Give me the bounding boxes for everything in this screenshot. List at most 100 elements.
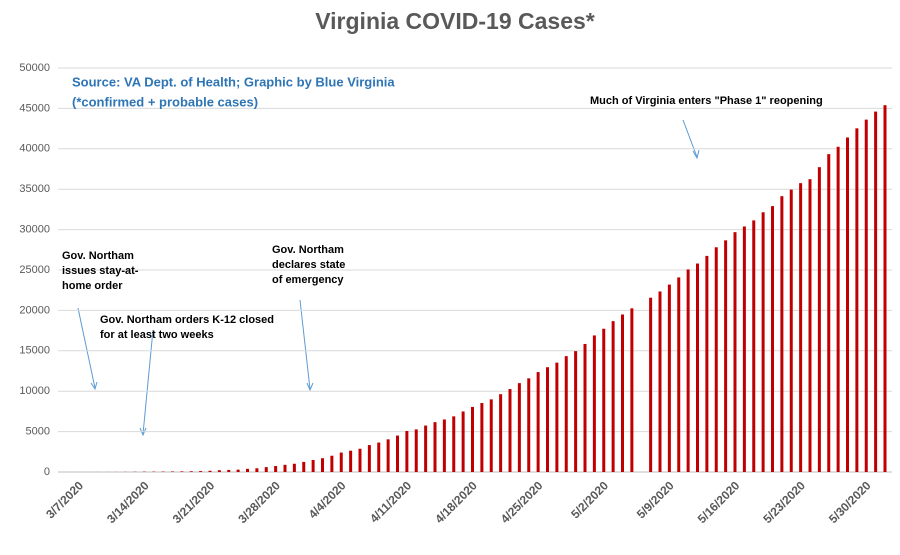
bar [789, 189, 793, 472]
bar [508, 389, 512, 472]
bar [592, 335, 596, 472]
bar [292, 463, 296, 472]
bar [489, 399, 493, 472]
bar [846, 137, 849, 472]
bar [358, 448, 362, 472]
bar [199, 471, 203, 472]
bar [836, 146, 840, 472]
annotation-arrow [142, 329, 154, 435]
bar [396, 435, 399, 472]
bar [424, 425, 428, 472]
y-tick-label: 35000 [19, 183, 50, 195]
bar [761, 212, 765, 472]
x-tick-label: 5/30/2020 [826, 478, 874, 526]
bar [499, 394, 503, 472]
x-tick-label: 3/14/2020 [104, 478, 152, 526]
bar [724, 240, 728, 472]
arrow-head [306, 382, 314, 392]
bar [367, 445, 371, 472]
x-tick-label: 5/16/2020 [695, 478, 743, 526]
bar [274, 466, 278, 472]
x-tick-label: 5/23/2020 [760, 478, 808, 526]
bar [714, 247, 718, 472]
x-tick-label: 4/25/2020 [498, 478, 546, 526]
y-tick-label: 0 [44, 466, 50, 478]
arrow-head [692, 149, 700, 160]
bar [227, 469, 231, 472]
annotation: Gov. Northam orders K-12 closed [100, 314, 274, 326]
annotation: Gov. Northam [272, 244, 344, 256]
bar [189, 471, 193, 472]
arrow-head [139, 427, 147, 437]
bar [733, 232, 737, 472]
y-tick-label: 5000 [26, 426, 50, 438]
annotation: for at least two weeks [100, 329, 214, 341]
y-tick-label: 40000 [19, 143, 50, 155]
bar [452, 416, 456, 472]
bar [330, 455, 334, 472]
y-tick-label: 50000 [19, 62, 50, 74]
bar [799, 183, 803, 473]
bar [471, 406, 474, 472]
bar [667, 284, 671, 472]
bar [677, 277, 681, 472]
bar [405, 430, 409, 472]
annotation-arrow [682, 119, 698, 158]
bar [574, 351, 578, 472]
x-tick-label: 3/21/2020 [170, 478, 218, 526]
y-tick-label: 45000 [19, 102, 50, 114]
annotation: declares state [272, 259, 345, 271]
bar [236, 469, 240, 472]
bar [180, 471, 184, 472]
annotation-arrow [299, 299, 311, 390]
bar [649, 297, 653, 472]
bar [302, 461, 306, 472]
y-tick-label: 25000 [19, 264, 50, 276]
bar [536, 372, 540, 472]
bar [874, 111, 878, 472]
source-note: (*confirmed + probable cases) [72, 94, 258, 109]
annotation: Gov. Northam [62, 250, 134, 262]
bar [339, 452, 343, 472]
bar [808, 179, 812, 472]
y-tick-label: 30000 [19, 224, 50, 236]
bar [827, 154, 831, 472]
bar [705, 255, 709, 472]
bar [255, 468, 259, 472]
bar [442, 419, 446, 472]
x-tick-label: 3/7/2020 [43, 478, 86, 521]
bar [658, 291, 662, 472]
bar [414, 429, 418, 472]
y-tick-label: 15000 [19, 345, 50, 357]
bar [611, 321, 615, 472]
bar [771, 206, 774, 472]
bar [283, 464, 287, 472]
arrow-head [90, 381, 98, 391]
x-tick-label: 5/9/2020 [634, 478, 677, 521]
bar [864, 119, 868, 473]
bar [264, 467, 268, 472]
bar [696, 263, 699, 472]
bar [780, 196, 784, 472]
bar [564, 356, 568, 472]
bar [817, 167, 821, 472]
bar [602, 328, 606, 472]
bar [217, 470, 221, 472]
bar [555, 362, 559, 472]
annotation: home order [62, 280, 123, 292]
bar [883, 105, 887, 473]
bar [621, 314, 624, 472]
bar [583, 343, 587, 472]
bar [461, 411, 465, 472]
x-tick-label: 4/11/2020 [367, 478, 414, 525]
annotation: Much of Virginia enters "Phase 1" reopen… [590, 95, 823, 107]
bar [433, 422, 437, 472]
chart-title: Virginia COVID-19 Cases* [315, 8, 595, 34]
bar [246, 468, 249, 472]
annotation: issues stay-at- [62, 265, 139, 277]
source-note: Source: VA Dept. of Health; Graphic by B… [72, 74, 395, 89]
annotation: of emergency [272, 274, 344, 286]
x-tick-label: 4/4/2020 [306, 478, 349, 521]
y-tick-label: 10000 [19, 385, 50, 397]
